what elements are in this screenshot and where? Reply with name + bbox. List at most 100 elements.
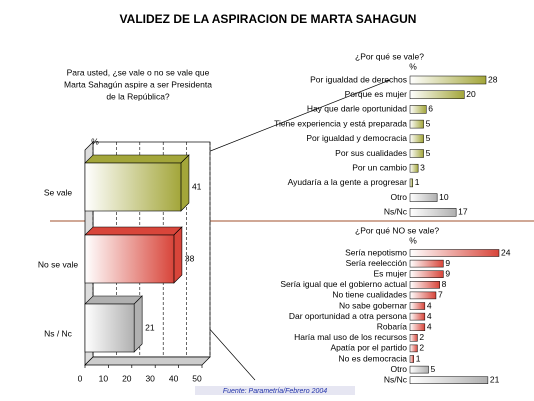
value-label: 6 [428, 104, 433, 114]
value-label: 10 [439, 192, 449, 202]
source-box [195, 386, 355, 395]
category-label: Apatía por el partido [330, 343, 407, 353]
plot-floor [84, 356, 211, 366]
bar [409, 249, 500, 257]
category-label: Hay que darle oportunidad [307, 104, 407, 114]
category-label: Tiene experiencia y está preparada [274, 118, 407, 128]
bar-top [84, 295, 143, 305]
bar [409, 355, 414, 363]
value-label: 7 [438, 290, 443, 300]
category-label: Porque es mujer [345, 89, 408, 99]
value-label: 17 [458, 207, 468, 217]
bar [409, 208, 457, 217]
value-label: 2 [419, 343, 424, 353]
bar [409, 312, 426, 321]
bar [409, 376, 489, 384]
category-label: Se vale [44, 187, 73, 197]
bar [409, 105, 427, 114]
x-tick-label: 40 [169, 373, 179, 383]
connector [179, 79, 391, 164]
bar [409, 323, 426, 331]
value-label: 38 [185, 253, 195, 263]
category-label: Haría mal uso de los recursos [294, 332, 407, 342]
x-tick-label: 30 [145, 373, 155, 383]
value-label: 28 [488, 74, 498, 84]
axis-label: % [409, 61, 417, 71]
bar-side [133, 295, 143, 353]
bar [409, 334, 418, 342]
category-label: Sería nepotismo [345, 247, 407, 257]
bar [409, 149, 424, 158]
question: Para usted, ¿se vale o no se vale que [67, 67, 210, 77]
value-label: 9 [445, 268, 450, 278]
bar-top [84, 154, 190, 164]
value-label: 41 [192, 181, 202, 191]
bar [409, 259, 444, 268]
category-label: Otro [390, 364, 407, 374]
value-label: 5 [426, 118, 431, 128]
value-label: 5 [426, 148, 431, 158]
category-label: Ns/Nc [384, 374, 408, 384]
question: Marta Sahagún aspire a ser Presidenta [64, 79, 212, 89]
category-label: Ns/Nc [384, 207, 408, 217]
category-label: Sería reelección [346, 258, 408, 268]
bar [409, 178, 413, 188]
axis-label: % [91, 136, 99, 146]
value-label: 1 [415, 177, 420, 187]
value-label: 21 [490, 374, 500, 384]
bar [84, 234, 175, 284]
value-label: 4 [427, 300, 432, 310]
category-label: Dar oportunidad a otra persona [289, 311, 407, 321]
category-label: Por igualdad y democracia [306, 133, 407, 143]
bar [409, 134, 424, 144]
bar-top [84, 226, 183, 236]
bar [409, 281, 440, 289]
axis-label: % [409, 235, 417, 245]
value-label: 21 [145, 322, 155, 332]
x-tick-label: 10 [99, 373, 109, 383]
category-label: No se vale [38, 259, 78, 269]
category-label: Ayudaría a la gente a progresar [288, 177, 408, 187]
panel-title: ¿Por qué se vale? [355, 51, 424, 61]
question: de la República? [106, 91, 170, 101]
bar [409, 291, 437, 300]
category-label: No sabe gobernar [339, 300, 407, 310]
chart-title: VALIDEZ DE LA ASPIRACION DE MARTA SAHAGU… [120, 12, 417, 26]
bar [409, 365, 429, 374]
bar [409, 119, 424, 129]
value-label: 3 [420, 162, 425, 172]
bar-side [180, 154, 190, 212]
value-label: 5 [431, 364, 436, 374]
value-label: 24 [501, 247, 511, 257]
category-label: Otro [390, 192, 407, 202]
category-label: Por igualdad de derechos [310, 74, 407, 84]
panel-title: ¿Por qué NO se vale? [355, 225, 439, 235]
x-tick-label: 50 [192, 373, 202, 383]
category-label: Sería igual que el gobierno actual [280, 279, 407, 289]
category-label: Por sus cualidades [335, 148, 407, 158]
bar [409, 163, 419, 173]
category-label: Es mujer [373, 268, 407, 278]
value-label: 4 [427, 311, 432, 321]
x-tick-label: 20 [122, 373, 132, 383]
bar [409, 344, 418, 353]
category-label: No es democracia [338, 353, 407, 363]
value-label: 8 [442, 279, 447, 289]
bar [409, 270, 444, 278]
category-label: No tiene cualidades [332, 290, 407, 300]
bar [84, 162, 182, 212]
bar [84, 303, 135, 353]
value-label: 5 [426, 133, 431, 143]
category-label: Por un cambio [352, 162, 407, 172]
value-label: 2 [419, 332, 424, 342]
bar [409, 75, 487, 85]
bar [409, 90, 465, 99]
value-label: 20 [466, 89, 476, 99]
bar [409, 302, 426, 310]
value-label: 4 [427, 321, 432, 331]
value-label: 1 [416, 353, 421, 363]
source: Fuente: Parametría/Febrero 2004 [223, 388, 327, 395]
bar-side [173, 226, 183, 284]
category-label: Robaría [377, 321, 408, 331]
